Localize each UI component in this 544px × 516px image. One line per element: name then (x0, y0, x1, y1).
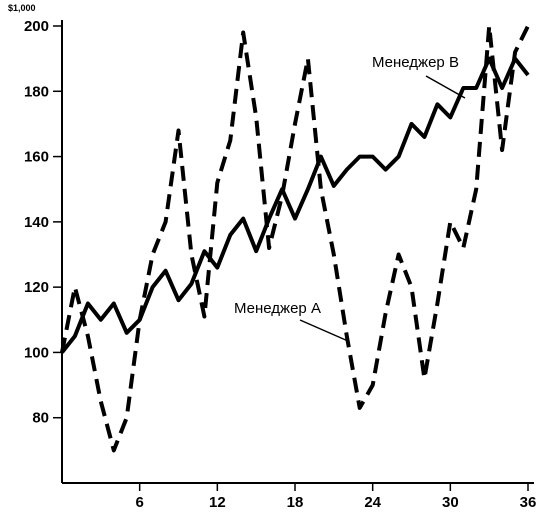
y-axis-unit-label: $1,000 (8, 3, 36, 13)
series-manager-b-line (60, 56, 530, 354)
x-tick-label-12: 12 (209, 494, 226, 511)
y-tick-label-80: 80 (32, 410, 49, 427)
y-tick-label-120: 120 (24, 279, 49, 296)
x-tick-label-6: 6 (135, 494, 143, 511)
y-tick-label-140: 140 (24, 214, 49, 231)
y-axis-ticks: 80 100 120 140 160 180 200 (24, 18, 62, 427)
y-tick-label-200: 200 (24, 18, 49, 35)
annotation-manager-a-label: Менеджер A (234, 300, 321, 317)
y-tick-label-160: 160 (24, 149, 49, 166)
annotation-manager-b-label: Менеджер B (372, 54, 459, 71)
x-tick-label-36: 36 (520, 494, 537, 511)
x-tick-label-24: 24 (364, 494, 381, 511)
annotation-layer: Менеджер B Менеджер A (234, 54, 466, 342)
x-axis-ticks: 6 12 18 24 30 36 (135, 483, 536, 511)
series-layer (60, 24, 530, 453)
axes (61, 20, 534, 484)
series-manager-a-line (60, 24, 530, 453)
x-tick-label-30: 30 (442, 494, 459, 511)
x-tick-label-18: 18 (287, 494, 304, 511)
y-tick-label-180: 180 (24, 83, 49, 100)
y-tick-label-100: 100 (24, 344, 49, 361)
annotation-manager-b-leader-line (425, 75, 466, 99)
annotation-manager-a-leader-line (299, 319, 349, 342)
